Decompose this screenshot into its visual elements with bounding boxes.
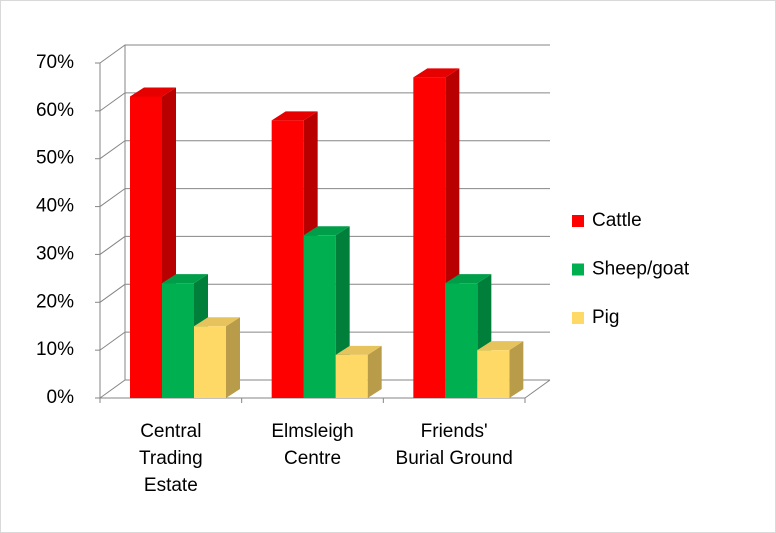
grid-line <box>99 283 550 303</box>
bar-top <box>194 317 240 327</box>
legend-swatch <box>572 312 584 324</box>
grid-line <box>99 140 550 160</box>
x-tick-label: Central Trading Estate <box>138 421 203 496</box>
y-tick-label: 50% <box>36 148 74 169</box>
bar-top <box>303 226 350 236</box>
bar <box>194 326 226 398</box>
y-tick-label: 70% <box>36 52 74 73</box>
legend-label: Cattle <box>592 210 642 231</box>
grid-line <box>99 235 550 255</box>
bar <box>413 77 446 398</box>
y-tick-label: 60% <box>36 100 74 121</box>
y-tick-label: 40% <box>36 196 74 217</box>
grid-line <box>99 92 550 112</box>
bar-top <box>413 68 460 78</box>
x-tick-label: Friends' Burial Ground <box>395 421 513 469</box>
bar-side <box>226 317 240 398</box>
bar-side <box>509 341 524 398</box>
bar-top <box>445 274 492 284</box>
floor-edge <box>524 379 551 399</box>
bar <box>303 235 336 398</box>
legend-label: Sheep/goat <box>592 259 690 280</box>
bar <box>130 96 162 398</box>
y-tick-label: 0% <box>47 387 75 408</box>
x-tick-label: Elmsleigh Centre <box>271 421 354 469</box>
bar-top <box>162 274 208 284</box>
grid-line <box>99 331 550 351</box>
bar-top <box>130 87 176 97</box>
bar <box>162 283 194 398</box>
bar-top <box>477 341 524 351</box>
bar <box>445 283 478 398</box>
bar-side <box>367 345 382 398</box>
legend-swatch <box>572 263 584 276</box>
bar <box>335 354 368 398</box>
bar-top <box>271 111 318 121</box>
grid-line <box>99 379 550 399</box>
legend-swatch <box>572 215 584 227</box>
y-tick-label: 10% <box>36 339 74 360</box>
bar <box>271 120 304 398</box>
y-tick-label: 30% <box>36 243 74 264</box>
grid-line <box>99 44 550 64</box>
y-tick-label: 20% <box>36 291 74 312</box>
legend-label: Pig <box>592 307 619 328</box>
grid-line <box>99 188 550 207</box>
bar <box>477 350 510 398</box>
bar-top <box>335 345 382 355</box>
